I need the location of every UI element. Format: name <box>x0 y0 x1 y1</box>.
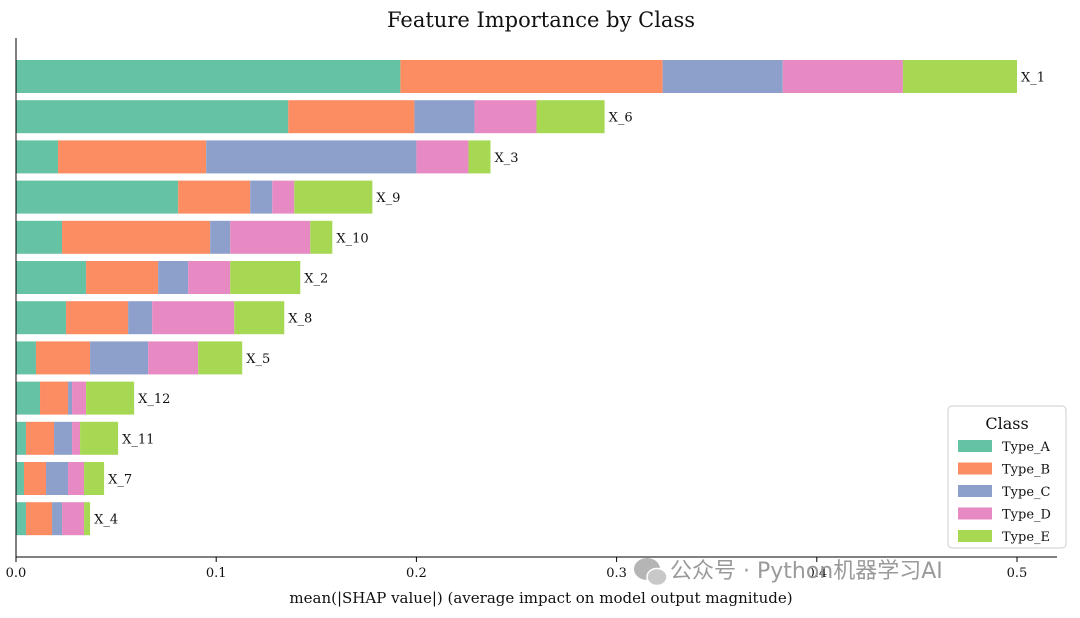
x-tick-label: 0.1 <box>206 566 227 581</box>
bar-x9-type-a <box>16 180 179 214</box>
bar-x6-type-c <box>414 100 475 134</box>
bar-x1-type-a <box>16 60 401 93</box>
bar-x10-type-a <box>16 220 63 254</box>
bar-x7-type-d <box>68 462 85 495</box>
chart-title: Feature Importance by Class <box>387 8 695 32</box>
legend-label: Type_C <box>1002 485 1051 500</box>
bar-x12-type-e <box>86 381 135 415</box>
bar-x2-type-b <box>86 261 159 294</box>
legend: Class Type_A Type_B Type_C Type_D Type_E <box>947 405 1067 549</box>
bar-x7-type-c <box>46 462 69 495</box>
bar-x4-type-a <box>16 502 27 536</box>
bar-x6-type-a <box>16 100 289 134</box>
bar-x3-type-c <box>206 140 417 174</box>
bar-x10-type-c <box>210 220 231 254</box>
bar-x12-type-b <box>40 381 69 415</box>
legend-label: Type_D <box>1002 508 1051 523</box>
bar-x8-type-b <box>66 301 129 335</box>
bar-x2-type-c <box>158 261 189 294</box>
bar-x10-type-e <box>310 220 333 254</box>
bar-label: X_2 <box>304 272 328 287</box>
bar-x12-type-d <box>72 381 87 415</box>
bar-label: X_7 <box>108 473 132 488</box>
bar-x2-type-d <box>188 261 231 294</box>
bar-label: X_9 <box>376 191 400 206</box>
bar-x1-type-d <box>782 60 903 93</box>
bar-x4-type-d <box>62 502 85 536</box>
bar-x5-type-d <box>148 341 199 375</box>
bar-x12-type-a <box>16 381 41 415</box>
bars-layer: X_1 X_6 X_3 X_9 X_10 X_2 X_8 X_5 X_12 X_11 X_7 X_4 <box>16 60 1045 536</box>
bar-label: X_3 <box>494 151 518 166</box>
bar-x11-type-a <box>16 421 27 455</box>
bar-x11-type-b <box>26 421 55 455</box>
bar-x3-type-e <box>468 140 491 174</box>
bar-x5-type-b <box>36 341 91 375</box>
bar-x1-type-c <box>662 60 783 93</box>
bar-x2-type-a <box>16 261 87 294</box>
bar-x7-type-a <box>16 462 25 495</box>
bar-x1-type-b <box>400 60 663 93</box>
bar-x11-type-d <box>72 421 81 455</box>
x-axis-label: mean(|SHAP value|) (average impact on mo… <box>289 589 792 607</box>
legend-swatch <box>958 462 992 475</box>
legend-label: Type_A <box>1002 440 1051 455</box>
bar-x8-type-e <box>234 301 285 335</box>
bar-label: X_8 <box>288 312 312 327</box>
legend-label: Type_E <box>1002 530 1050 545</box>
bar-x8-type-a <box>16 301 67 335</box>
bar-label: X_12 <box>138 392 170 407</box>
bar-x9-type-d <box>272 180 295 214</box>
bar-label: X_1 <box>1021 71 1045 86</box>
bar-label: X_10 <box>336 231 368 246</box>
wechat-icon <box>634 558 668 587</box>
bar-label: X_5 <box>246 352 270 367</box>
legend-swatch <box>958 507 992 520</box>
x-tick-label: 0.5 <box>1007 566 1028 581</box>
bar-x3-type-a <box>16 140 59 174</box>
x-tick-label: 0.0 <box>6 566 27 581</box>
bar-label: X_11 <box>122 432 154 447</box>
bar-x11-type-e <box>80 421 119 455</box>
bar-x9-type-e <box>294 180 373 214</box>
bar-x5-type-a <box>16 341 37 375</box>
bar-x1-type-e <box>902 60 1017 93</box>
bar-x7-type-e <box>84 462 105 495</box>
watermark: 公众号 · Python机器学习AI <box>634 558 943 587</box>
bar-x3-type-b <box>58 140 207 174</box>
bar-label: X_6 <box>609 111 633 126</box>
bar-x4-type-c <box>52 502 63 536</box>
legend-swatch <box>958 485 992 497</box>
x-tick-label: 0.2 <box>406 566 427 581</box>
bar-x4-type-b <box>26 502 53 536</box>
bar-x6-type-e <box>536 100 605 134</box>
bar-x7-type-b <box>24 462 47 495</box>
bar-x11-type-c <box>54 421 73 455</box>
bar-x2-type-e <box>230 261 301 294</box>
bar-x10-type-d <box>230 220 311 254</box>
legend-label: Type_B <box>1002 463 1050 478</box>
axes-layer: 0.0 0.1 0.2 0.3 0.4 0.5 <box>6 38 1057 581</box>
bar-x3-type-d <box>416 140 469 174</box>
bar-x9-type-c <box>250 180 273 214</box>
bar-x10-type-b <box>62 220 211 254</box>
bar-x8-type-c <box>128 301 153 335</box>
bar-x8-type-d <box>152 301 235 335</box>
bar-x9-type-b <box>178 180 251 214</box>
legend-title: Class <box>985 414 1028 433</box>
bar-x6-type-d <box>474 100 537 134</box>
bar-x5-type-e <box>198 341 243 375</box>
bar-x6-type-b <box>288 100 415 134</box>
legend-swatch <box>958 440 992 452</box>
legend-swatch <box>958 530 992 542</box>
watermark-text: 公众号 · Python机器学习AI <box>670 559 943 584</box>
bar-label: X_4 <box>94 513 118 528</box>
x-tick-label: 0.3 <box>606 566 627 581</box>
bar-x5-type-c <box>90 341 149 375</box>
x-tick-label: 0.4 <box>806 566 827 581</box>
bar-x12-type-c <box>68 381 73 415</box>
bar-x4-type-e <box>84 502 91 536</box>
